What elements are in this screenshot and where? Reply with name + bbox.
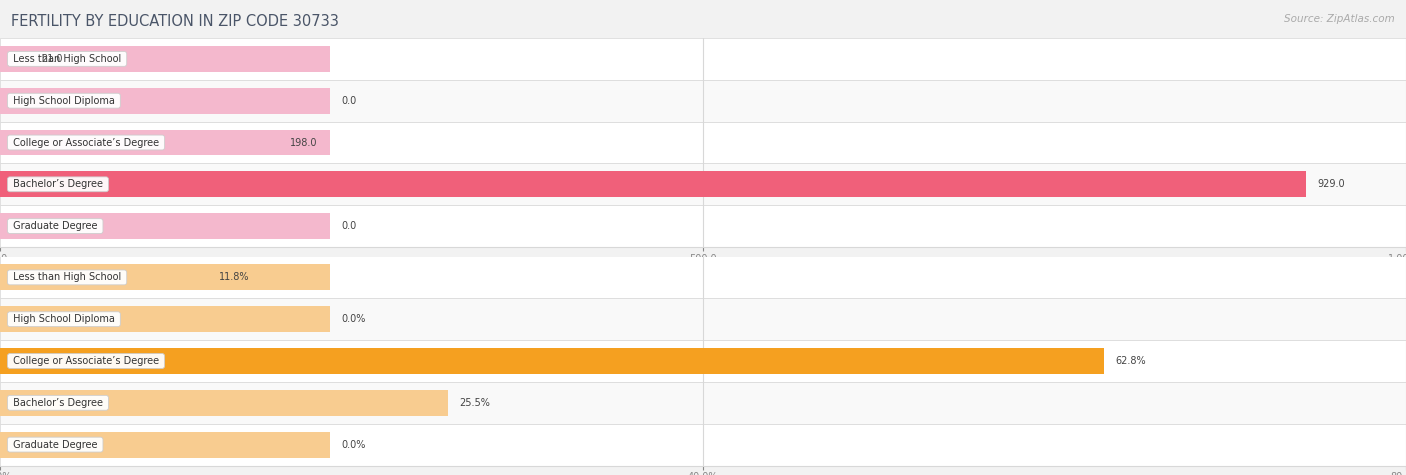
Bar [0,256,1406,298]
Bar [0,80,1406,122]
Text: 0.0: 0.0 [342,95,357,106]
Text: Bachelor’s Degree: Bachelor’s Degree [10,398,105,408]
Bar [0,171,1306,197]
Bar [0,46,330,72]
Text: College or Associate’s Degree: College or Associate’s Degree [10,137,162,148]
Text: Graduate Degree: Graduate Degree [10,221,101,231]
Bar [0,348,1104,374]
Text: Source: ZipAtlas.com: Source: ZipAtlas.com [1284,14,1395,24]
Bar [0,390,330,416]
Bar [0,306,330,332]
Bar [0,130,330,155]
Text: High School Diploma: High School Diploma [10,314,118,324]
Bar [0,213,330,239]
Bar [0,265,208,290]
Bar [0,390,449,416]
Text: Less than High School: Less than High School [10,54,124,64]
Text: 198.0: 198.0 [290,137,318,148]
Bar [0,46,30,72]
Text: FERTILITY BY EDUCATION IN ZIP CODE 30733: FERTILITY BY EDUCATION IN ZIP CODE 30733 [11,14,339,29]
Bar [0,432,330,457]
Bar [0,382,1406,424]
Bar [0,348,330,374]
Text: 21.0: 21.0 [41,54,62,64]
Text: High School Diploma: High School Diploma [10,95,118,106]
Text: College or Associate’s Degree: College or Associate’s Degree [10,356,162,366]
Bar [0,424,1406,466]
Bar [0,205,1406,247]
Text: 0.0%: 0.0% [342,439,366,450]
Bar [0,163,1406,205]
Text: 11.8%: 11.8% [219,272,249,283]
Text: 25.5%: 25.5% [460,398,491,408]
Bar [0,38,1406,80]
Text: 0.0%: 0.0% [342,314,366,324]
Bar [0,340,1406,382]
Text: 62.8%: 62.8% [1115,356,1146,366]
Text: Less than High School: Less than High School [10,272,124,283]
Bar [0,171,330,197]
Bar [0,265,330,290]
Bar [0,88,330,114]
Bar [0,130,278,155]
Text: 0.0: 0.0 [342,221,357,231]
Text: Bachelor’s Degree: Bachelor’s Degree [10,179,105,190]
Bar [0,298,1406,340]
Text: Graduate Degree: Graduate Degree [10,439,101,450]
Text: 929.0: 929.0 [1317,179,1346,190]
Bar [0,122,1406,163]
